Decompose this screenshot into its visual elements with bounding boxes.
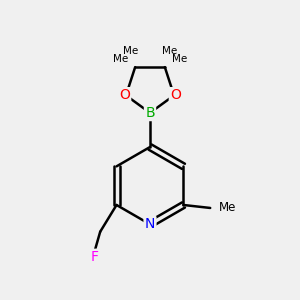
Text: N: N (145, 217, 155, 231)
Text: O: O (170, 88, 181, 102)
Text: Me: Me (123, 46, 138, 56)
Text: Me: Me (113, 54, 128, 64)
Text: F: F (90, 250, 98, 264)
Text: Me: Me (172, 54, 187, 64)
Text: B: B (145, 106, 155, 120)
Text: Me: Me (219, 202, 236, 214)
Text: O: O (119, 88, 130, 102)
Text: Me: Me (162, 46, 177, 56)
